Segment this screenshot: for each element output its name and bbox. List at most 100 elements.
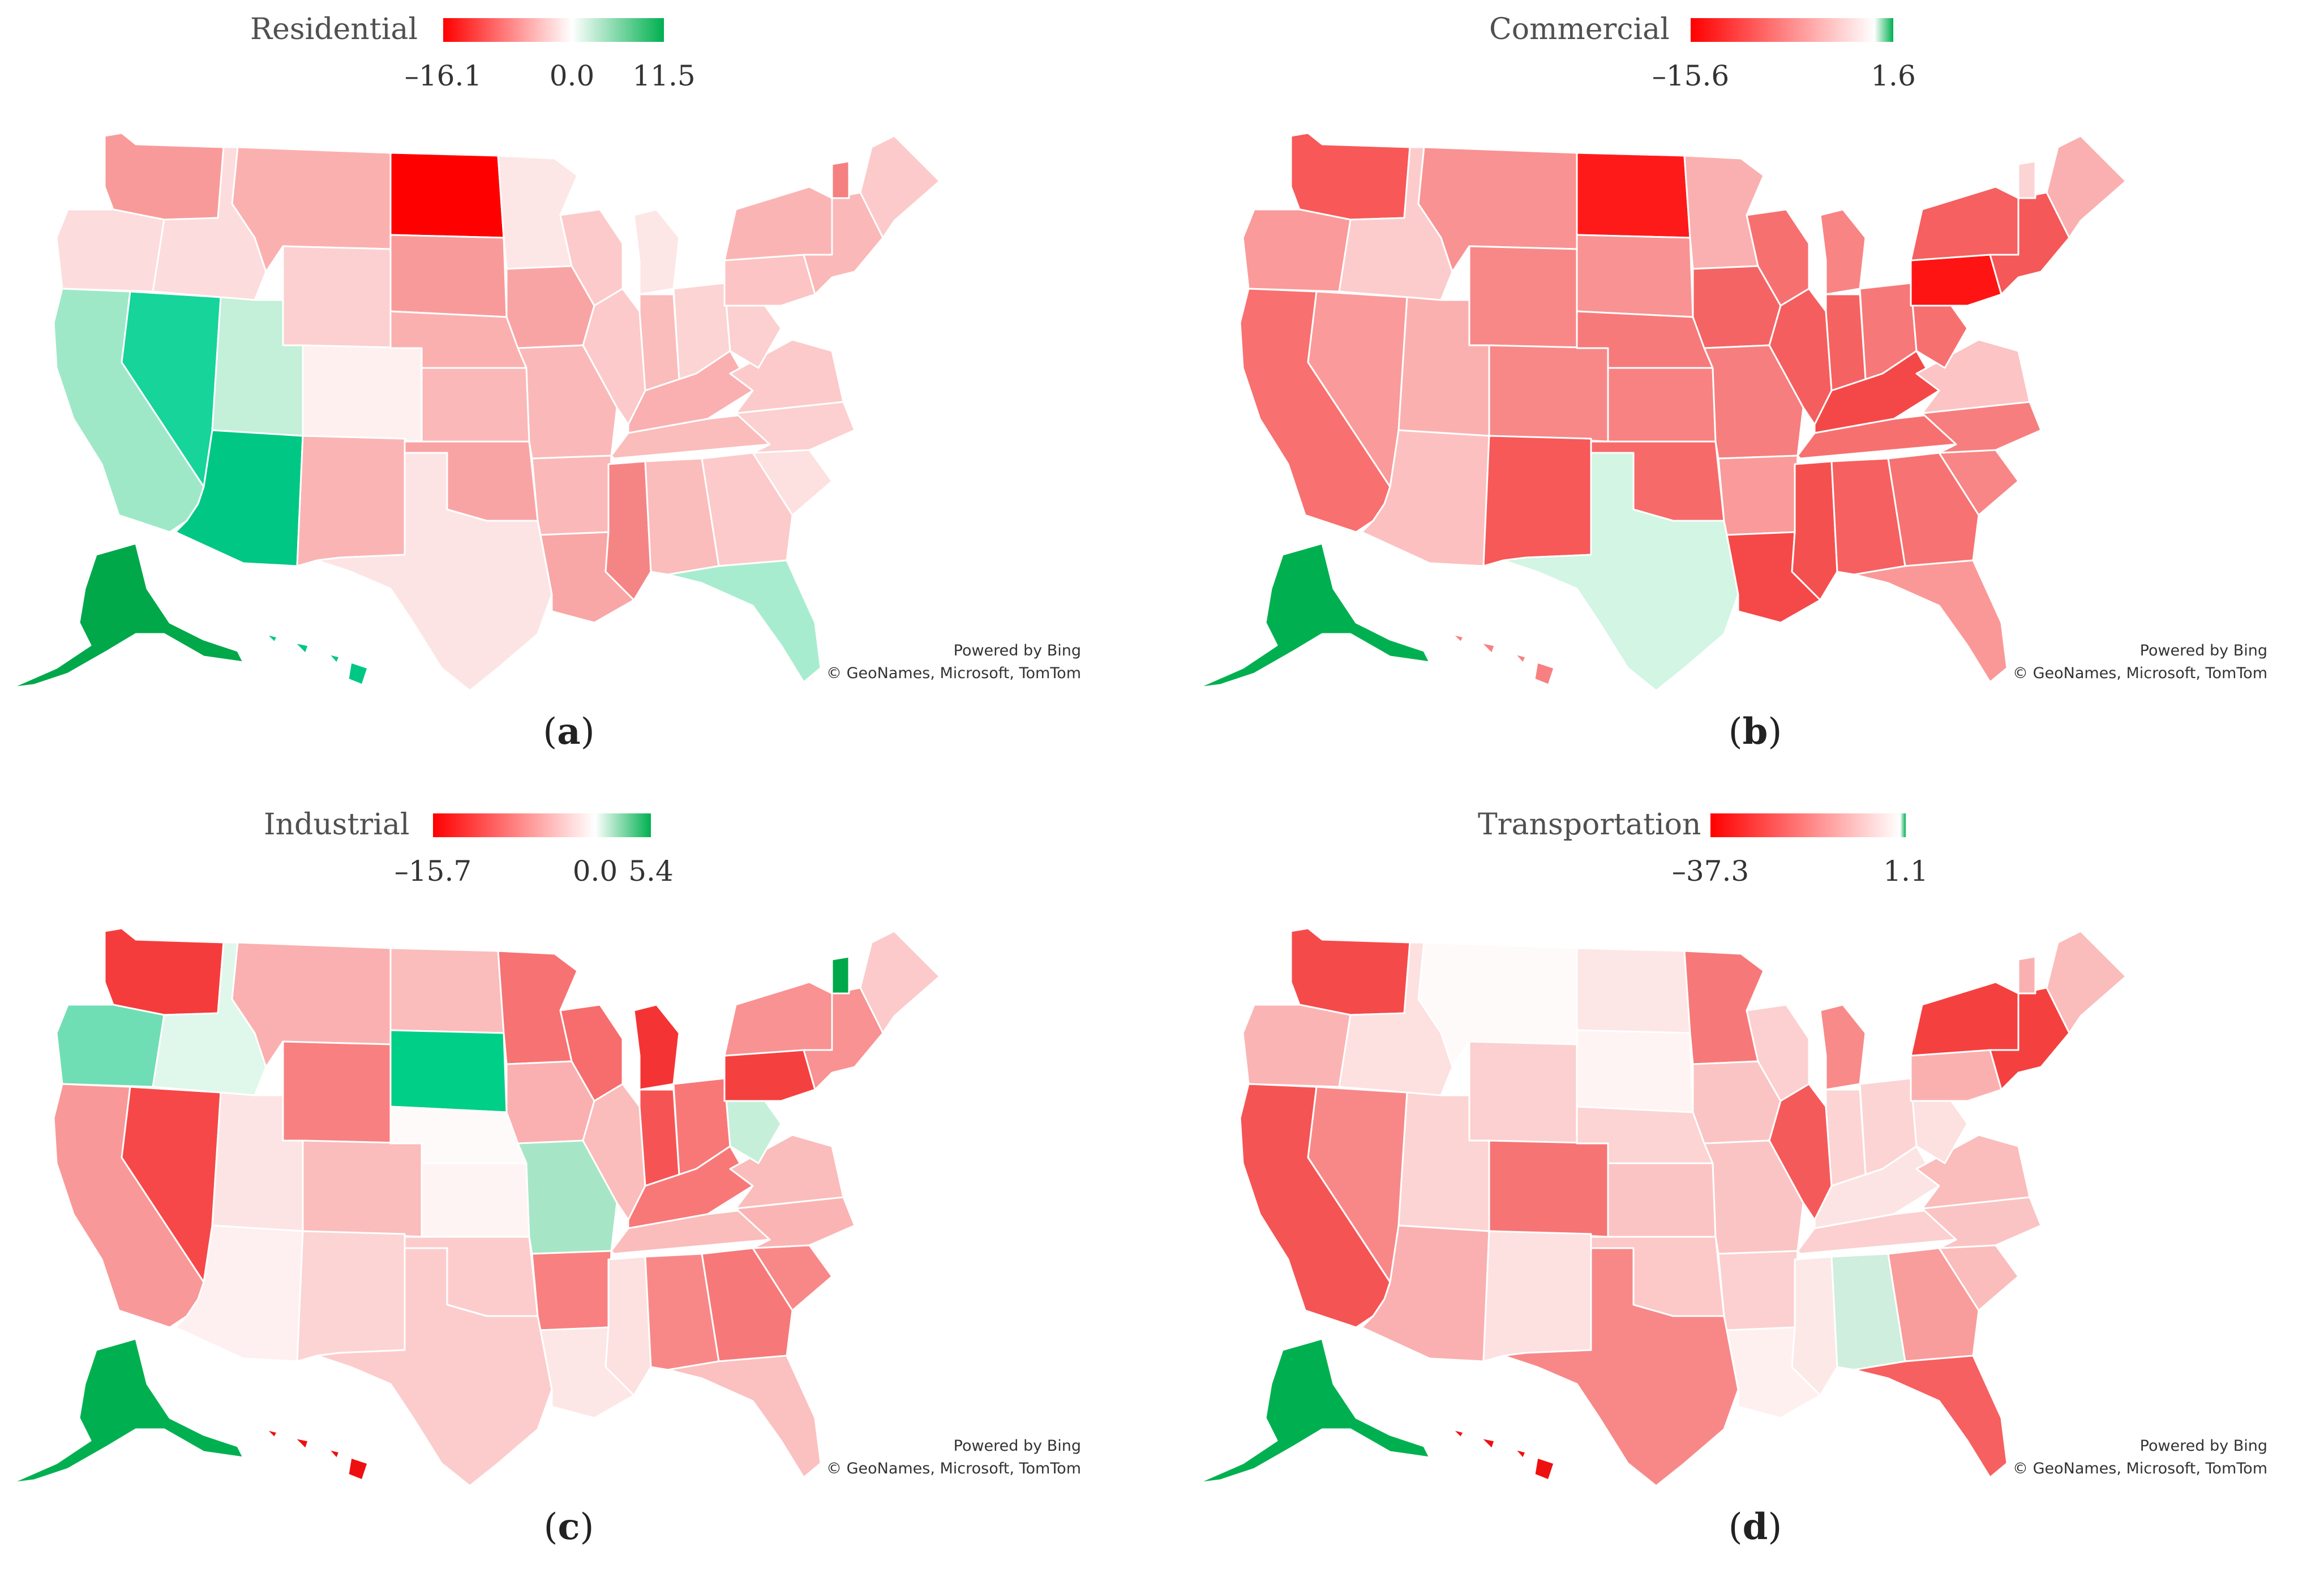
- state-fl: [1853, 1355, 2008, 1479]
- state-ny: [723, 981, 833, 1057]
- caption-open-paren: (: [1728, 1506, 1743, 1548]
- caption-close-paren: ): [1768, 1506, 1782, 1548]
- credit-sources: © GeoNames, Microsoft, TomTom: [826, 665, 1081, 682]
- panel-caption: (c): [0, 1506, 1138, 1548]
- credit-sources: © GeoNames, Microsoft, TomTom: [2012, 1460, 2267, 1477]
- state-fl: [667, 1355, 822, 1479]
- state-mi: [1819, 208, 1867, 295]
- state-ms: [604, 460, 652, 601]
- state-vt: [831, 955, 850, 995]
- state-va: [1915, 1134, 2031, 1210]
- legend-zero-label: 0.0: [549, 59, 595, 92]
- state-in: [1825, 1089, 1867, 1187]
- caption-close-paren: ): [580, 1506, 594, 1548]
- state-ak: [10, 1338, 245, 1484]
- state-or: [55, 1004, 165, 1088]
- state-ms: [604, 1255, 652, 1396]
- state-sd: [1576, 234, 1694, 318]
- state-sd: [389, 234, 508, 318]
- state-ks: [1607, 367, 1717, 443]
- state-ar: [1717, 1250, 1799, 1331]
- legend-max-label: 5.4: [628, 855, 674, 888]
- state-wa: [104, 927, 225, 1016]
- state-vt: [2017, 160, 2036, 199]
- state-nm: [296, 435, 406, 567]
- choropleth-map: [1197, 927, 2127, 1486]
- legend-title: Commercial: [1489, 12, 1670, 46]
- caption-letter: b: [1742, 710, 1768, 753]
- state-or: [55, 208, 165, 293]
- state-va: [729, 1134, 844, 1210]
- credit-powered-by: Powered by Bing: [953, 1437, 1081, 1455]
- state-wa: [104, 132, 225, 221]
- legend-max-label: 11.5: [632, 59, 696, 92]
- state-fl: [667, 559, 822, 683]
- choropleth-map: [10, 132, 941, 691]
- caption-close-paren: ): [580, 711, 595, 753]
- caption-open-paren: (: [543, 1506, 558, 1548]
- state-sd: [389, 1029, 508, 1113]
- state-wy: [1468, 245, 1578, 349]
- state-pa: [1910, 254, 2003, 307]
- caption-letter: a: [557, 710, 581, 753]
- legend-min-label: –37.3: [1671, 855, 1750, 888]
- state-wa: [1290, 132, 1411, 221]
- panel-caption: (b): [1186, 710, 2324, 753]
- state-ks: [421, 1162, 530, 1238]
- state-tx: [1502, 452, 1739, 691]
- state-wy: [1468, 1040, 1578, 1145]
- legend-min-label: –15.6: [1652, 59, 1730, 92]
- state-or: [1242, 208, 1352, 293]
- state-ga: [1887, 452, 1980, 567]
- legend-color-bar: [433, 813, 651, 837]
- state-ks: [1607, 1162, 1717, 1238]
- state-hi: [1451, 1428, 1555, 1481]
- legend-min-label: –16.1: [404, 59, 482, 92]
- panel-industrial: Industrial –15.7 0.0 5.4 Powered by Bing © Ge…: [0, 795, 1138, 1571]
- legend-max-label: 1.1: [1883, 855, 1928, 888]
- credit-powered-by: Powered by Bing: [2139, 642, 2267, 659]
- state-nm: [1482, 1230, 1592, 1362]
- state-hi: [265, 1428, 369, 1481]
- state-in: [638, 293, 680, 392]
- state-mi: [633, 1004, 680, 1091]
- legend-min-label: –15.7: [394, 855, 472, 888]
- panel-commercial: Commercial –15.6 1.6 Powered by Bing © GeoNa…: [1186, 0, 2324, 775]
- state-nd: [389, 947, 505, 1034]
- caption-letter: c: [558, 1506, 580, 1548]
- panel-caption: (d): [1186, 1506, 2324, 1548]
- state-ny: [723, 186, 833, 262]
- choropleth-map: [10, 927, 941, 1486]
- state-nd: [1576, 152, 1691, 239]
- state-pa: [723, 1049, 816, 1102]
- credit-powered-by: Powered by Bing: [2139, 1437, 2267, 1455]
- state-nm: [296, 1230, 406, 1362]
- state-co: [1488, 1139, 1609, 1238]
- state-me: [2046, 135, 2127, 239]
- state-fl: [1853, 559, 2008, 683]
- state-me: [859, 930, 941, 1034]
- map-credit: Powered by Bing © GeoNames, Microsoft, To…: [826, 640, 1081, 685]
- state-or: [1242, 1004, 1352, 1088]
- state-ny: [1910, 981, 2019, 1057]
- legend-max-label: 1.6: [1871, 59, 1916, 92]
- state-ar: [531, 1250, 612, 1331]
- state-ms: [1791, 460, 1838, 601]
- state-in: [638, 1089, 680, 1187]
- state-mn: [497, 155, 578, 270]
- state-tx: [316, 452, 553, 691]
- state-nm: [1482, 435, 1592, 567]
- state-ak: [10, 542, 245, 689]
- state-vt: [2017, 955, 2036, 995]
- legend-color-bar: [443, 18, 664, 42]
- choropleth-map: [1197, 132, 2127, 691]
- state-ms: [1791, 1255, 1838, 1396]
- panel-caption: (a): [0, 710, 1138, 753]
- state-ar: [531, 455, 612, 536]
- legend-color-bar: [1710, 813, 1906, 837]
- state-ar: [1717, 455, 1799, 536]
- state-ga: [701, 1247, 794, 1362]
- state-me: [2046, 930, 2127, 1034]
- state-nd: [389, 152, 505, 239]
- legend-color-bar: [1691, 18, 1893, 42]
